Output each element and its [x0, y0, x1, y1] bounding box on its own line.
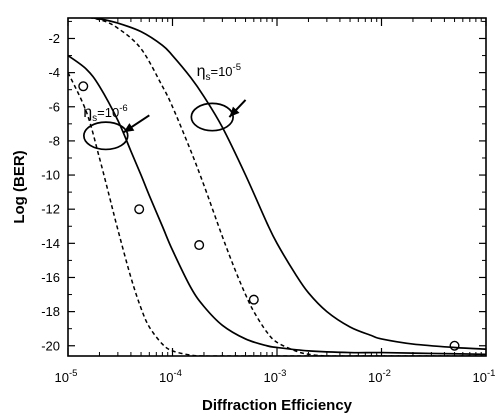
x-tick-label: 10-2	[368, 368, 391, 385]
y-tick-label: -10	[41, 168, 60, 183]
group-ellipse-eta_s_1e-5	[190, 102, 234, 132]
y-tick-label: -16	[41, 270, 60, 285]
x-axis-title: Diffraction Efficiency	[202, 397, 353, 414]
data-point-marker	[134, 204, 145, 215]
y-tick-label: -14	[41, 236, 60, 251]
dashed-curve-eta_s_1e-5	[86, 18, 486, 356]
group-ellipse-eta_s_1e-6	[83, 121, 129, 151]
data-point-marker	[194, 240, 205, 251]
solid-curve-eta_s_1e-5	[87, 18, 486, 351]
eta-label: ηs=10-5	[197, 62, 241, 83]
y-axis-title: Log (BER)	[11, 150, 28, 223]
y-tick-label: -20	[41, 338, 60, 353]
solid-curve-eta_s_1e-6	[68, 54, 486, 356]
y-tick-label: -8	[48, 133, 60, 148]
y-tick-label: -4	[48, 65, 60, 80]
data-point-marker	[449, 340, 460, 351]
x-tick-label: 10-1	[473, 368, 496, 385]
x-tick-label: 10-4	[159, 368, 182, 385]
arrow-head-eta_s_1e-5	[229, 106, 240, 118]
y-tick-label: -2	[48, 31, 60, 46]
data-point-marker	[78, 81, 89, 92]
x-tick-label: 10-3	[264, 368, 287, 385]
x-tick-label: 10-5	[55, 368, 78, 385]
dashed-curve-eta_s_1e-6	[68, 72, 486, 356]
arrow-head-eta_s_1e-6	[123, 123, 135, 133]
eta-label: ηs=10-6	[83, 103, 127, 124]
y-tick-label: -6	[48, 99, 60, 114]
y-tick-label: -12	[41, 202, 60, 217]
data-point-marker	[248, 294, 259, 305]
plot-frame	[67, 17, 487, 357]
y-tick-label: -18	[41, 304, 60, 319]
